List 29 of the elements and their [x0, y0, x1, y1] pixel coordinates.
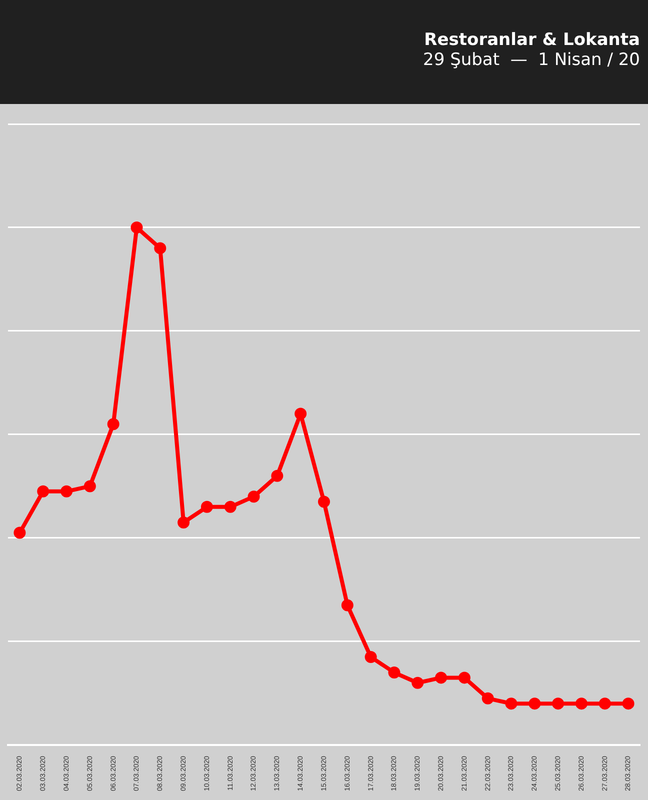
point [341, 599, 354, 612]
point [294, 408, 307, 420]
point [37, 485, 50, 498]
point [248, 490, 260, 503]
point [271, 470, 284, 482]
point [130, 221, 143, 234]
point [575, 698, 588, 710]
point [622, 698, 634, 710]
point [60, 485, 73, 498]
point [598, 698, 611, 710]
point [552, 698, 564, 710]
point [318, 496, 330, 508]
chart-title: Restoranlar & Lokanta [423, 30, 640, 50]
point [505, 698, 518, 710]
point [154, 242, 166, 254]
point [178, 516, 190, 528]
point [388, 666, 400, 679]
chart-subtitle: 29 Şubat — 1 Nisan / 20 [422, 50, 640, 70]
point [224, 500, 236, 513]
point [84, 480, 96, 492]
point [528, 698, 541, 710]
point [482, 692, 494, 704]
point [107, 418, 120, 430]
point [412, 676, 424, 689]
point [364, 650, 377, 663]
point [14, 526, 26, 539]
point [458, 672, 470, 684]
point [435, 672, 448, 684]
point [200, 500, 213, 513]
